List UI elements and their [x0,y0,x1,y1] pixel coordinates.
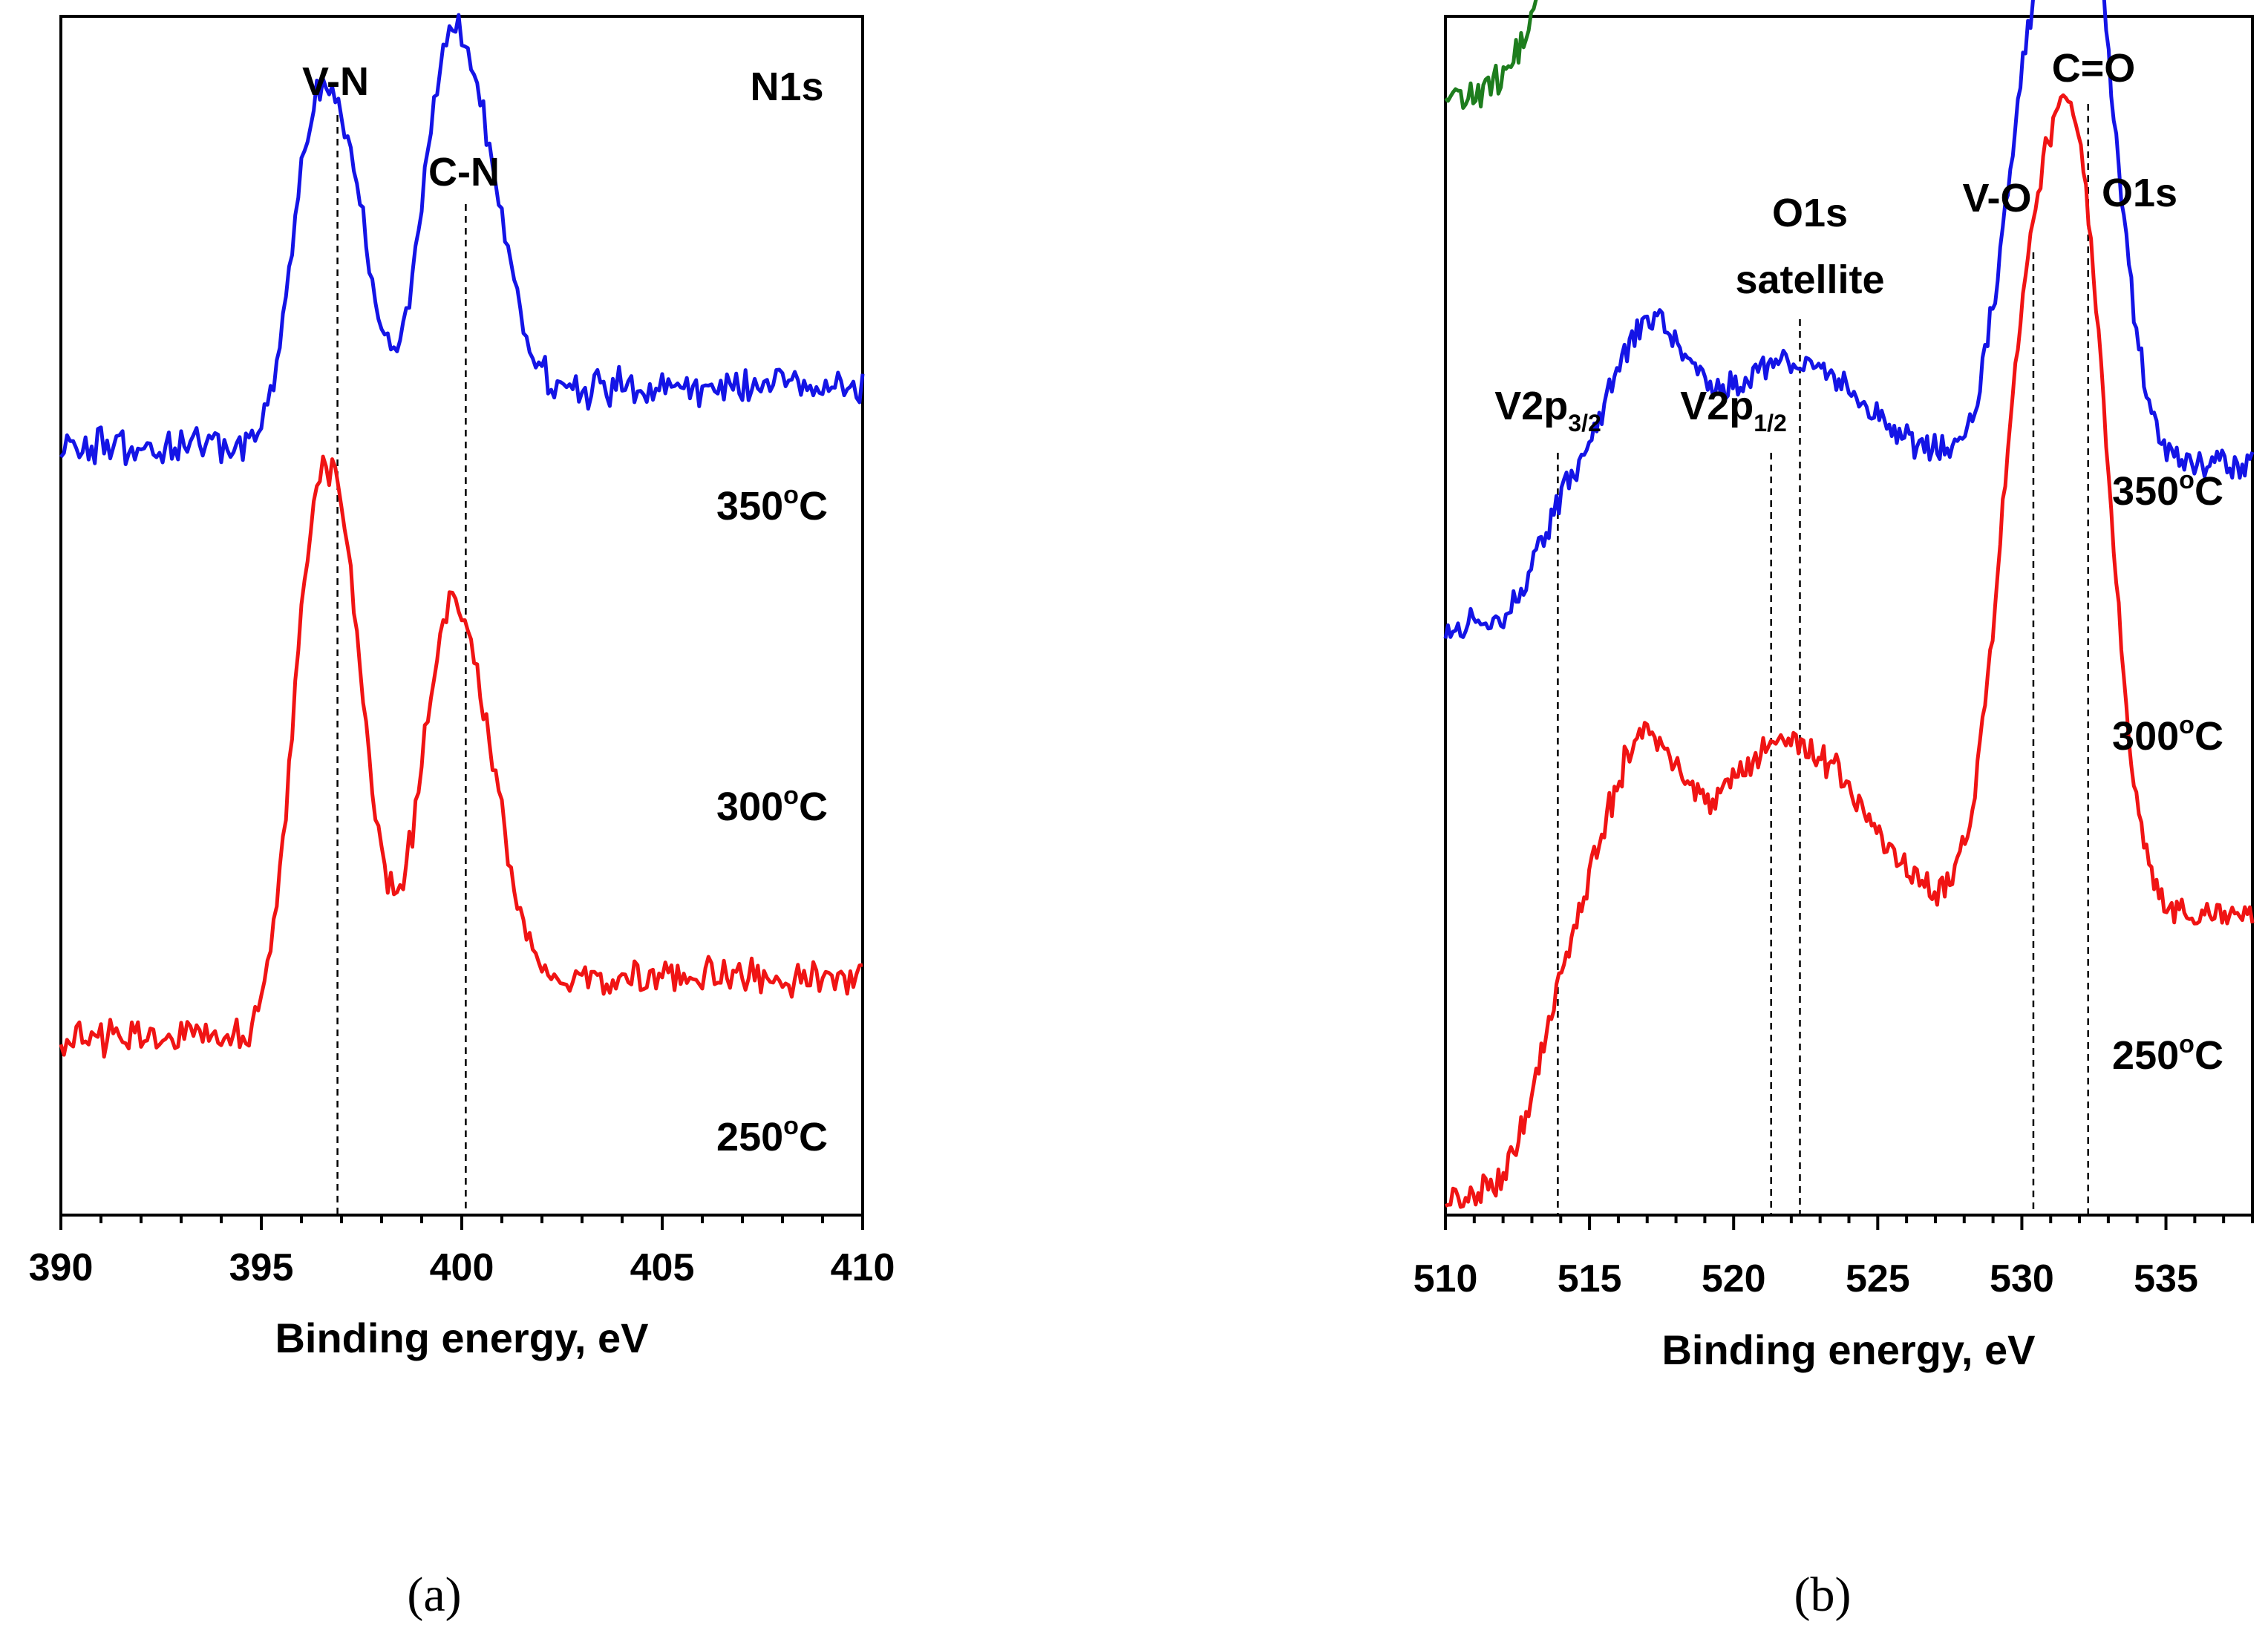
panelb-peak-label-3: V-O [1962,176,2031,220]
panelb-peak-label-0: V2p3/2 [1494,384,1601,436]
panelb-series-label-300c: 300oC [2112,711,2223,759]
panel-b-x-axis-label: Binding energy, eV [1661,1326,2035,1373]
panela-tick-label: 400 [430,1246,494,1289]
panela-peak-label-0: V-N [302,59,369,104]
panel-b-caption: (b) [1794,1568,1852,1622]
panela-tick-label: 390 [29,1246,94,1289]
panelb-series-250c [1444,93,2255,1209]
panela-series-label-250c: 250oC [716,1112,828,1159]
panela-peak-label-1: C-N [428,150,500,194]
panelb-tick-label: 510 [1414,1257,1478,1300]
panelb-tick-label: 530 [1990,1257,2054,1300]
panela-series-250c [59,454,863,1059]
panelb-tick-label: 535 [2134,1257,2198,1300]
panela-tick-label: 410 [831,1246,895,1289]
panelb-peak-label-2: O1s [1772,191,1848,235]
panela-tick-label: 405 [630,1246,695,1289]
panelb-peak-label-4: C=O [2052,46,2136,91]
panel-a-x-axis-label: Binding energy, eV [275,1315,648,1361]
panela-tick-label: 395 [229,1246,294,1289]
panelb-series-label-350c: 350oC [2112,466,2223,514]
panelb-tick-label: 515 [1558,1257,1622,1300]
panela-series-300c [59,13,865,466]
panelb-series-300c [1443,0,2255,639]
panel-a-region-label: N1s [750,65,823,109]
panelb-series-label-250c: 250oC [2112,1030,2223,1078]
panel-b-region-label: O1s [2102,171,2177,215]
panel-b-o1s-v2p: 510 515 520 525 530 535 V2p3/2 V2p1/2 O1s satell… [1414,0,2255,1622]
panelb-tick-label: 525 [1846,1257,1910,1300]
panelb-tick-label: 520 [1702,1257,1766,1300]
panela-series-label-350c: 350oC [716,481,828,528]
panel-a-caption: (a) [407,1568,461,1622]
panela-series-label-300c: 300oC [716,782,828,829]
panelb-peak-label-2-line2: satellite [1735,258,1884,302]
panelb-peak-label-1: V2p1/2 [1680,384,1787,436]
panel-a-n1s: 390 395 400 405 410 V-N C-N 350oC 300oC 250oC N… [29,13,895,1622]
